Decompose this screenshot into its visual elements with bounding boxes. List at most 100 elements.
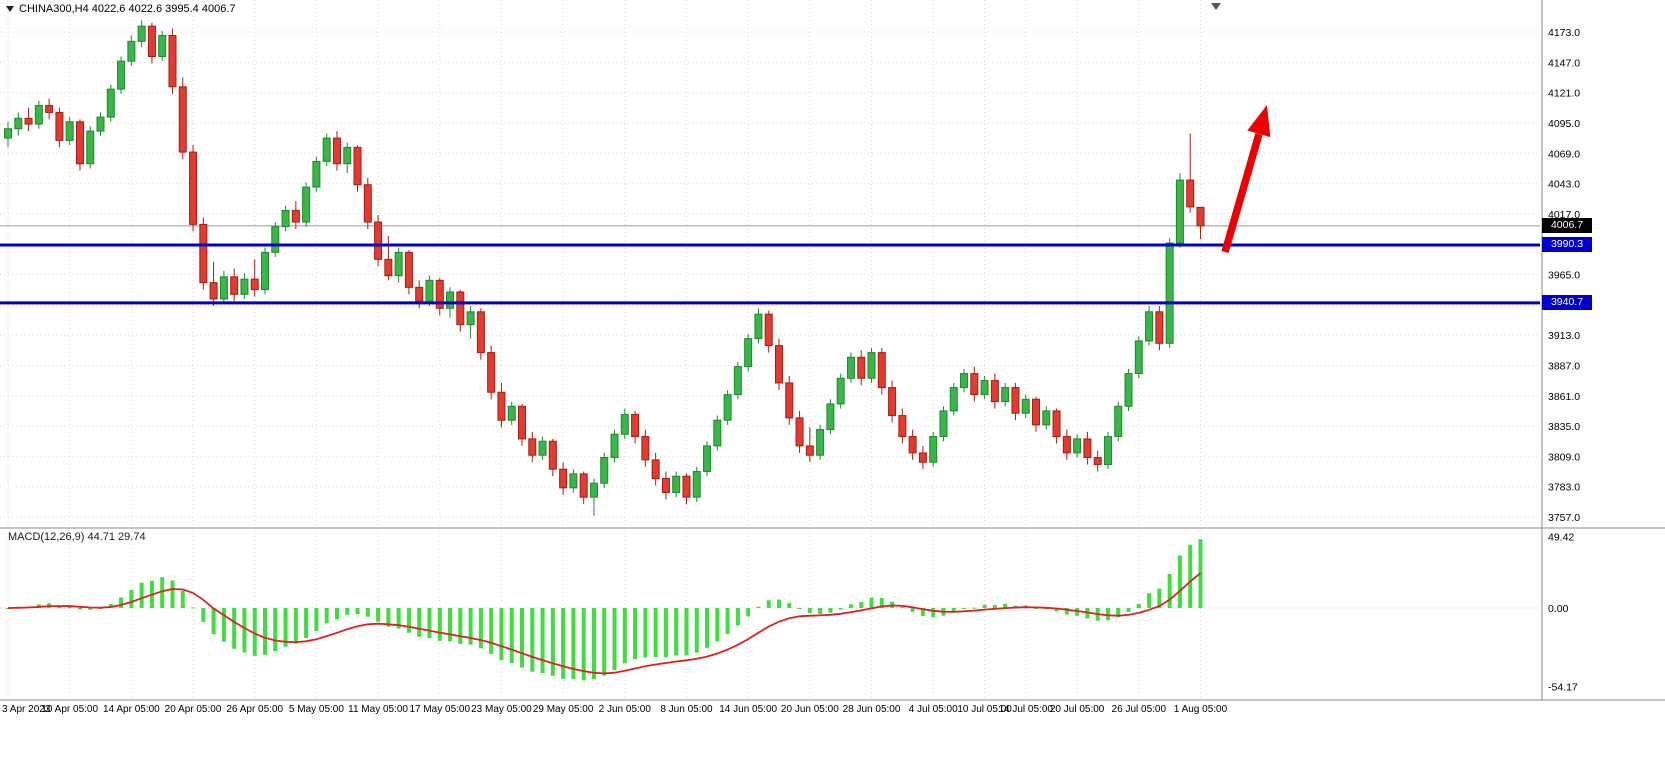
time-label: 10 Apr 05:00 — [41, 704, 98, 715]
trend-arrow-shaft[interactable] — [1221, 132, 1263, 254]
candle-body — [199, 223, 208, 284]
macd-histogram-bar — [1147, 593, 1152, 608]
macd-histogram-bar — [530, 608, 535, 672]
macd-histogram-bar — [520, 608, 524, 668]
chart-shift-marker-icon[interactable] — [1211, 3, 1221, 10]
time-label: 20 Apr 05:00 — [165, 704, 222, 715]
macd-histogram-bar — [376, 608, 381, 622]
macd-histogram-bar — [972, 607, 977, 609]
candle-body — [1011, 387, 1020, 414]
macd-histogram-bar — [180, 590, 185, 608]
candle-body — [918, 452, 927, 463]
candle-body — [404, 251, 413, 288]
macd-histogram-bar — [694, 608, 699, 653]
macd-histogram-bar — [1034, 608, 1038, 609]
candle-body — [425, 279, 434, 302]
macd-histogram-bar — [787, 603, 792, 608]
candle-body — [610, 433, 619, 459]
candle-body — [24, 117, 33, 125]
macd-histogram-bar — [201, 608, 206, 622]
price-label: 3861.0 — [1548, 391, 1580, 403]
time-label: 20 Jul 05:00 — [1050, 704, 1105, 715]
candle-body — [805, 445, 814, 456]
candle-body — [137, 25, 146, 42]
candle-body — [189, 151, 198, 225]
time-label: 29 May 05:00 — [533, 704, 594, 715]
macd-histogram-bar — [334, 608, 339, 620]
candle-body — [250, 278, 259, 291]
symbol-ohlc-text: CHINA300,H4 4022.6 4022.6 3995.4 4006.7 — [19, 3, 236, 15]
price-label: 3783.0 — [1548, 482, 1580, 494]
time-label: 17 May 05:00 — [409, 704, 470, 715]
macd-histogram-bar — [633, 608, 638, 660]
macd-histogram-bar — [355, 608, 360, 615]
candle-body — [1042, 410, 1051, 426]
macd-histogram-bar — [263, 608, 267, 655]
price-tag-line-2: 3940.7 — [1542, 295, 1592, 310]
candle-body — [1145, 311, 1154, 342]
macd-histogram-bar — [345, 608, 350, 615]
macd-histogram-bar — [725, 608, 730, 634]
candle-body — [96, 116, 105, 132]
price-label: 3835.0 — [1548, 421, 1580, 433]
macd-histogram-bar — [314, 608, 319, 632]
macd-histogram-bar — [489, 608, 494, 654]
macd-histogram-bar — [807, 608, 812, 613]
candle-body — [261, 251, 269, 291]
candle-body — [353, 146, 362, 186]
macd-histogram-bar — [170, 580, 175, 608]
macd-histogram-bar — [509, 608, 514, 664]
candle-body — [939, 410, 948, 438]
macd-histogram-bar — [612, 608, 617, 671]
macd-histogram-bar — [622, 608, 627, 664]
macd-histogram-bar — [1188, 544, 1193, 608]
time-label: 20 Jun 05:00 — [781, 704, 839, 715]
macd-histogram-bar — [962, 608, 967, 609]
macd-histogram-bar — [478, 608, 483, 649]
candle-body — [816, 429, 825, 456]
candle-body — [579, 473, 588, 498]
candle-body — [600, 457, 609, 484]
macd-histogram-bar — [386, 608, 391, 627]
candle-body — [846, 356, 855, 379]
macd-histogram-bar — [293, 608, 298, 644]
price-label: 4069.0 — [1548, 148, 1580, 160]
candle-body — [394, 251, 403, 277]
macd-histogram-bar — [879, 598, 884, 608]
macd-histogram-bar — [77, 608, 82, 610]
macd-histogram-bar — [869, 597, 874, 608]
price-label: 3809.0 — [1548, 451, 1580, 463]
trend-arrow-head-icon[interactable] — [1247, 105, 1271, 138]
candle-body — [343, 146, 352, 165]
candle-body — [970, 373, 979, 396]
macd-axis-label: 49.42 — [1548, 531, 1574, 543]
candle-body — [744, 338, 753, 368]
macd-histogram-bar — [643, 608, 648, 658]
candle-body — [960, 373, 969, 389]
candle-body — [877, 352, 886, 389]
candle-body — [1134, 340, 1143, 375]
candle-body — [446, 291, 455, 309]
macd-histogram-bar — [992, 605, 997, 608]
macd-histogram-bar — [684, 608, 689, 656]
symbol-dropdown-icon[interactable] — [6, 6, 14, 12]
macd-histogram-bar — [571, 608, 576, 679]
candle-body — [466, 311, 475, 326]
candle-body — [1114, 405, 1123, 438]
macd-histogram-bar — [129, 589, 134, 608]
macd-histogram-bar — [242, 608, 247, 653]
candle-body — [651, 459, 660, 480]
time-label: 26 Apr 05:00 — [226, 704, 283, 715]
price-tag-line-2-value: 3940.7 — [1550, 296, 1584, 308]
candle-body — [1021, 398, 1030, 414]
macd-histogram-bar — [406, 608, 411, 633]
macd-histogram-bar — [705, 608, 710, 648]
time-label: 28 Jun 05:00 — [843, 704, 901, 715]
macd-histogram-bar — [746, 608, 751, 617]
price-tag-last: 4006.7 — [1542, 218, 1592, 233]
price-label: 3965.0 — [1548, 270, 1580, 282]
macd-histogram-bar — [458, 608, 463, 645]
candle-body — [1001, 387, 1010, 403]
candle-body — [291, 209, 300, 223]
